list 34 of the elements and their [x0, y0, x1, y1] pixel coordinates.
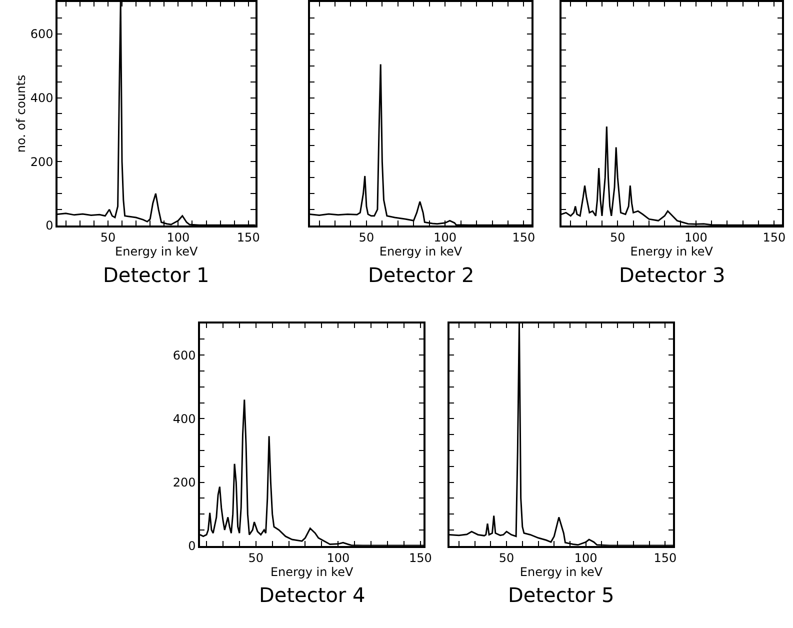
x-tick-label: 100: [574, 550, 598, 565]
x-tick-label: 150: [654, 550, 677, 565]
text: Detector 1: [103, 263, 210, 287]
x-tick-label: 50: [358, 230, 374, 245]
x-tick-label: 50: [100, 230, 116, 245]
x-tick-label: 150: [762, 230, 786, 245]
x-tick-label: 100: [434, 230, 457, 245]
x-tick-label: 150: [408, 550, 432, 565]
x-tick-label: 150: [512, 230, 536, 245]
text: Detector 3: [619, 263, 726, 287]
y-tick-label: 200: [30, 154, 54, 169]
x-axis-title: Energy in keV: [379, 244, 463, 259]
x-tick-label: 50: [498, 550, 514, 565]
x-tick-label: 100: [684, 230, 708, 245]
x-tick-label: 100: [326, 550, 350, 565]
y-tick-label: 400: [30, 90, 54, 105]
text: Detector 4: [259, 583, 366, 607]
x-tick-label: 100: [166, 230, 190, 245]
text: Detector 5: [508, 583, 614, 607]
x-tick-label: 50: [610, 230, 626, 245]
y-tick-label: 600: [172, 348, 196, 362]
x-axis-title: Energy in keV: [520, 564, 604, 579]
y-tick-label: 400: [172, 412, 196, 426]
y-tick-label: 600: [30, 27, 54, 42]
x-tick-label: 150: [236, 230, 260, 245]
x-axis-title: Energy in keV: [630, 244, 714, 259]
text: Detector 2: [368, 263, 474, 287]
x-axis-title: Energy in keV: [115, 244, 199, 259]
x-tick-label: 50: [248, 550, 264, 565]
y-tick-label: 0: [46, 218, 54, 233]
y-tick-label: 0: [188, 539, 196, 554]
y-axis-title: no. of counts: [14, 74, 28, 153]
y-tick-label: 200: [172, 475, 196, 490]
x-axis-title: Energy in keV: [270, 564, 354, 579]
